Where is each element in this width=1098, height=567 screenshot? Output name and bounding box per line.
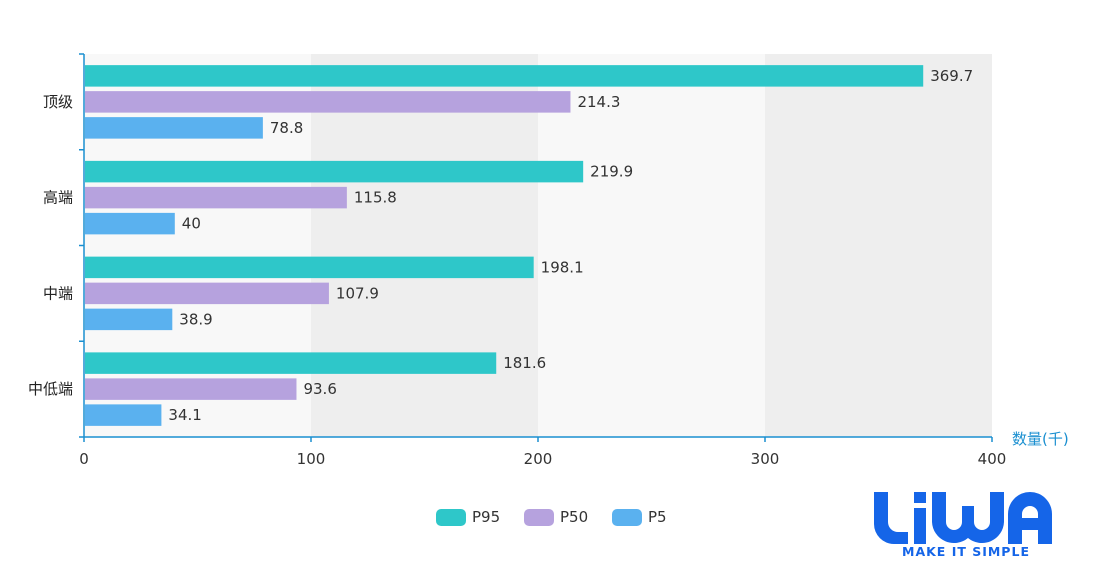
logo-letter-i-dot [914, 492, 926, 503]
legend-label: P50 [560, 508, 588, 526]
logo-letter-a [1008, 492, 1052, 544]
data-label: 219.9 [590, 163, 633, 181]
data-label: 78.8 [270, 119, 303, 137]
legend-swatch [436, 509, 466, 526]
data-label: 93.6 [303, 380, 336, 398]
category-label: 顶级 [43, 93, 73, 111]
value-axis: 0 100 200 300 400 [79, 436, 1007, 468]
logo-letter-w [932, 492, 1004, 544]
split-area-band [765, 54, 992, 437]
bar [85, 160, 584, 183]
data-label: 369.7 [930, 67, 973, 85]
data-label: 181.6 [503, 354, 546, 372]
data-labels: 369.7 214.3 78.8 219.9 115.8 40 198.1 107.9 38.9… [168, 67, 973, 424]
tick-label: 400 [978, 450, 1007, 468]
tick-label: 100 [297, 450, 326, 468]
bar [85, 308, 173, 331]
legend-swatch [524, 509, 554, 526]
bar [85, 256, 534, 279]
data-label: 38.9 [179, 310, 212, 328]
liwa-logo: MAKE IT SIMPLE [874, 492, 1052, 559]
x-axis-name: 数量(千) [1012, 430, 1069, 448]
tick-label: 200 [524, 450, 553, 468]
tick-label: 0 [79, 450, 89, 468]
bar [85, 282, 329, 305]
legend[interactable]: P95 P50 P5 [436, 508, 667, 526]
data-label: 198.1 [541, 258, 584, 276]
category-label: 高端 [43, 189, 73, 207]
logo-tagline: MAKE IT SIMPLE [902, 544, 1030, 559]
data-label: 214.3 [577, 93, 620, 111]
logo-letter-i [914, 508, 926, 544]
bar [85, 91, 571, 113]
bar [85, 378, 297, 400]
logo-letter-l [874, 492, 908, 544]
legend-item[interactable]: P5 [612, 508, 667, 526]
category-label: 中端 [43, 284, 73, 302]
legend-item[interactable]: P50 [524, 508, 588, 526]
bar [85, 212, 175, 235]
data-label: 107.9 [336, 284, 379, 302]
bar [85, 404, 162, 426]
data-label: 115.8 [354, 189, 397, 207]
bars [85, 65, 924, 426]
bar [85, 117, 263, 139]
data-label: 40 [182, 215, 201, 233]
legend-label: P95 [472, 508, 500, 526]
legend-label: P5 [648, 508, 667, 526]
tick-label: 300 [751, 450, 780, 468]
split-area-band [538, 54, 765, 437]
category-label: 中低端 [28, 380, 73, 398]
data-label: 34.1 [168, 406, 201, 424]
bar [85, 186, 347, 209]
legend-item[interactable]: P95 [436, 508, 500, 526]
bar [85, 65, 924, 87]
legend-swatch [612, 509, 642, 526]
bar [85, 352, 497, 374]
